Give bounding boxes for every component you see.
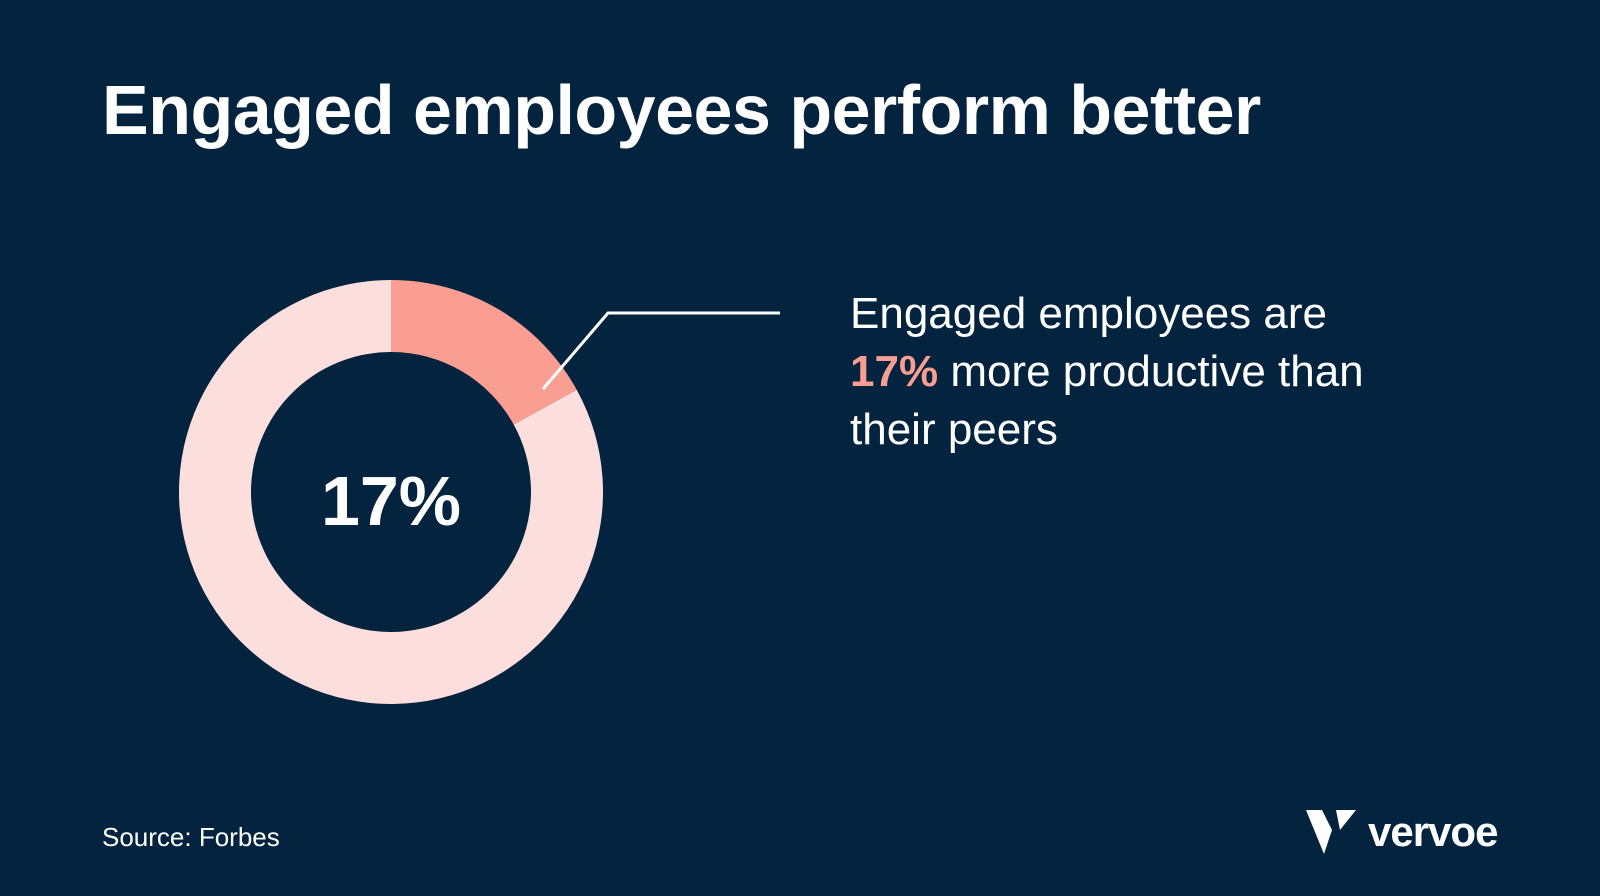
callout-highlight: 17% bbox=[850, 347, 939, 396]
callout-line-1: Engaged employees are bbox=[850, 289, 1327, 338]
donut-slice-2 bbox=[179, 280, 604, 704]
callout-leader-line bbox=[541, 311, 780, 390]
donut-slice-1 bbox=[391, 280, 577, 425]
vervoe-logo: vervoe bbox=[1306, 808, 1498, 855]
vervoe-logo-icon bbox=[1306, 810, 1356, 854]
donut-center-label: 17% bbox=[321, 462, 461, 540]
vervoe-logo-text: vervoe bbox=[1368, 808, 1498, 855]
donut-slices bbox=[179, 280, 604, 704]
page-title: Engaged employees perform better bbox=[102, 71, 1261, 149]
callout-line-2: 17% more productive than bbox=[850, 343, 1490, 401]
callout-line-3: their peers bbox=[850, 405, 1058, 454]
callout-text: Engaged employees are 17% more productiv… bbox=[850, 285, 1490, 459]
source-caption: Source: Forbes bbox=[102, 822, 280, 852]
callout-line-2-rest: more productive than bbox=[950, 347, 1364, 396]
